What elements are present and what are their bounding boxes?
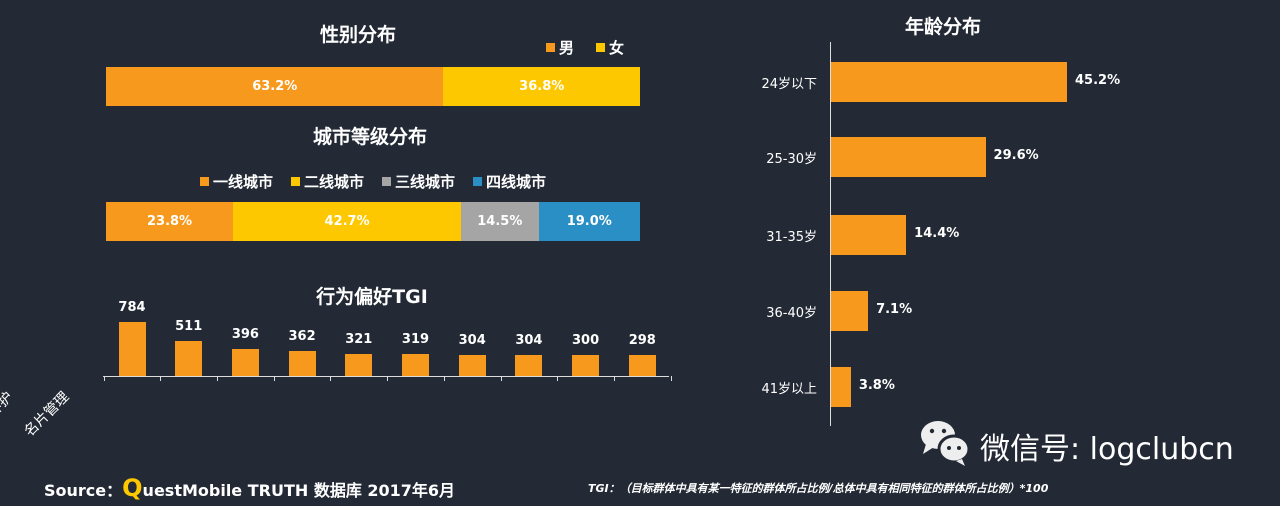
tgi-value-label: 511	[175, 318, 203, 334]
legend-swatch	[596, 43, 606, 52]
tgi-value-label: 396	[231, 326, 259, 342]
age-bar	[831, 215, 907, 255]
tgi-value-label: 300	[572, 333, 600, 349]
bar-segment: 23.8%	[106, 202, 234, 241]
tgi-footnote: TGI：（目标群体中具有某一特征的群体所占比例/总体中具有相同特征的群体所占比例…	[588, 482, 1049, 495]
tgi-bar	[628, 355, 656, 376]
legend-swatch	[200, 177, 209, 186]
city-legend: 一线城市 二线城市 三线城市 四线城市	[200, 171, 546, 192]
tgi-tick	[273, 376, 275, 381]
tgi-tick	[160, 376, 162, 381]
source-text: uestMobile TRUTH 数据库 2017年6月	[142, 481, 456, 500]
legend-label: 四线城市	[486, 173, 547, 191]
gender-stacked-bar: 63.2% 36.8%	[106, 67, 640, 106]
tgi-value-label: 304	[458, 333, 486, 349]
tgi-x-axis	[103, 376, 669, 377]
legend-label: 一线城市	[213, 173, 274, 191]
legend-label: 三线城市	[395, 173, 456, 191]
tgi-tick	[670, 376, 672, 381]
tgi-tick	[500, 376, 502, 381]
tgi-tick	[330, 376, 332, 381]
bar-segment: 42.7%	[233, 202, 462, 241]
tgi-tick	[613, 376, 615, 381]
tgi-tick	[103, 376, 105, 381]
bar-segment: 63.2%	[106, 67, 444, 106]
tgi-bar	[118, 322, 146, 376]
tgi-bar	[175, 340, 203, 376]
tgi-bar	[515, 355, 543, 376]
tgi-tick	[217, 376, 219, 381]
tgi-value-label: 298	[628, 333, 656, 349]
bar-segment: 14.5%	[461, 202, 539, 241]
wechat-id: 微信号: logclubcn	[980, 432, 1234, 467]
tgi-value-label: 319	[401, 332, 430, 348]
legend-label: 男	[559, 39, 575, 57]
tgi-tick	[557, 376, 559, 381]
age-y-axis	[830, 42, 831, 426]
age-value-label: 14.4%	[914, 226, 960, 241]
tgi-value-label: 362	[288, 329, 316, 345]
legend-swatch	[382, 177, 392, 186]
wechat-icon	[918, 418, 974, 468]
tgi-bar	[402, 354, 429, 376]
bar-segment: 19.0%	[538, 202, 640, 241]
tgi-value-label: 784	[118, 300, 146, 315]
age-bar	[831, 291, 869, 331]
age-category-label: 25-30岁	[766, 152, 817, 167]
source-prefix: Source：	[44, 481, 123, 500]
age-value-label: 3.8%	[858, 378, 895, 393]
tgi-value-label: 321	[345, 331, 373, 347]
age-category-label: 24岁以下	[761, 77, 817, 92]
tgi-tick	[387, 376, 389, 381]
tgi-tick	[443, 376, 445, 381]
gender-title: 性别分布	[319, 24, 396, 46]
legend-label: 女	[609, 39, 625, 57]
tgi-bar	[345, 353, 373, 376]
age-chart: 45.2% 24岁以下 29.6% 25-30岁 14.4% 31-35岁 7.1% 36-4…	[761, 42, 1121, 426]
questmobile-logo-q: Q	[122, 474, 143, 502]
legend-swatch	[546, 43, 555, 52]
age-category-label: 41岁以上	[761, 382, 817, 397]
tgi-bar	[288, 351, 316, 376]
tgi-value-label: 304	[515, 333, 543, 349]
age-bar	[831, 137, 986, 177]
gender-legend: 男 女	[546, 37, 624, 58]
age-bar	[831, 367, 851, 407]
bar-segment: 36.8%	[443, 67, 640, 106]
tgi-title: 行为偏好TGI	[316, 286, 428, 308]
age-title: 年龄分布	[904, 16, 981, 38]
source-note: Source：QuestMobile TRUTH 数据库 2017年6月	[44, 474, 455, 502]
legend-swatch	[473, 177, 483, 186]
tgi-bar	[572, 355, 600, 376]
age-bar	[831, 62, 1067, 102]
legend-label: 二线城市	[304, 173, 365, 191]
legend-swatch	[291, 177, 301, 186]
age-category-label: 31-35岁	[766, 230, 817, 245]
tgi-chart: 784汽车社区511家政服务396二手交易362科技资讯321生鲜电商319电影…	[0, 0, 700, 460]
age-category-label: 36-40岁	[766, 306, 817, 321]
tgi-bar	[231, 348, 259, 376]
city-stacked-bar: 23.8% 42.7% 14.5% 19.0%	[106, 202, 640, 241]
age-value-label: 7.1%	[876, 302, 913, 317]
age-value-label: 29.6%	[993, 148, 1039, 163]
age-value-label: 45.2%	[1075, 73, 1121, 88]
city-title: 城市等级分布	[312, 126, 427, 148]
tgi-bar	[458, 355, 486, 376]
